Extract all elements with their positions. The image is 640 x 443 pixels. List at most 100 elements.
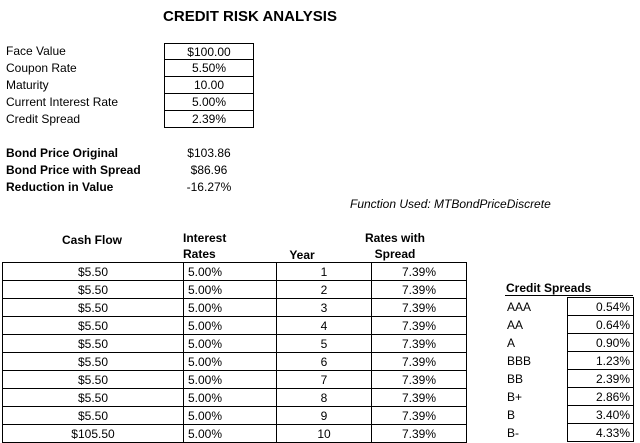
table-row: $5.50 5.00% 1 7.39% bbox=[2, 262, 467, 281]
cash-flow-cell[interactable]: $5.50 bbox=[2, 316, 184, 335]
interest-rate-cell[interactable]: 5.00% bbox=[183, 370, 277, 389]
year-cell[interactable]: 9 bbox=[276, 406, 372, 425]
interest-rate-cell[interactable]: 5.00% bbox=[183, 262, 277, 281]
cash-flow-cell[interactable]: $105.50 bbox=[2, 424, 184, 443]
table-row: $5.50 5.00% 4 7.39% bbox=[2, 316, 467, 335]
table-row: $5.50 5.00% 9 7.39% bbox=[2, 406, 467, 425]
interest-rate-cell[interactable]: 5.00% bbox=[183, 334, 277, 353]
spread-cell[interactable]: 3.40% bbox=[567, 405, 634, 424]
header-rates-line2: Spread bbox=[374, 247, 416, 261]
credit-spread-cell[interactable]: 2.39% bbox=[164, 111, 254, 128]
rate-with-spread-cell[interactable]: 7.39% bbox=[371, 388, 467, 407]
list-item: B 3.40% bbox=[505, 405, 634, 424]
rating-label: BBB bbox=[507, 353, 532, 368]
header-cash-flow: Cash Flow bbox=[61, 233, 122, 247]
spread-cell[interactable]: 2.39% bbox=[567, 369, 634, 388]
spread-cell[interactable]: 0.54% bbox=[567, 297, 634, 316]
table-row: $5.50 5.00% 2 7.39% bbox=[2, 280, 467, 299]
credit-spreads-title: Credit Spreads bbox=[506, 281, 592, 295]
list-item: AAA 0.54% bbox=[505, 297, 634, 316]
bond-price-original-value: $103.86 bbox=[187, 146, 231, 160]
current-interest-rate-label: Current Interest Rate bbox=[6, 95, 119, 109]
reduction-label: Reduction in Value bbox=[6, 180, 114, 194]
interest-rate-cell[interactable]: 5.00% bbox=[183, 406, 277, 425]
year-cell[interactable]: 7 bbox=[276, 370, 372, 389]
bond-price-spread-label: Bond Price with Spread bbox=[6, 163, 141, 177]
header-rates-line1: Rates with bbox=[364, 231, 425, 245]
reduction-value: -16.27% bbox=[186, 180, 232, 194]
page-title: CREDIT RISK ANALYSIS bbox=[163, 8, 337, 25]
rating-label: AA bbox=[507, 317, 524, 332]
table-row: $5.50 5.00% 5 7.39% bbox=[2, 334, 467, 353]
interest-rate-cell[interactable]: 5.00% bbox=[183, 388, 277, 407]
rate-with-spread-cell[interactable]: 7.39% bbox=[371, 406, 467, 425]
cash-flow-cell[interactable]: $5.50 bbox=[2, 352, 184, 371]
rate-with-spread-cell[interactable]: 7.39% bbox=[371, 370, 467, 389]
credit-spread-label: Credit Spread bbox=[6, 112, 81, 126]
year-cell[interactable]: 2 bbox=[276, 280, 372, 299]
header-interest-line1: Interest bbox=[183, 231, 227, 245]
cash-flow-cell[interactable]: $5.50 bbox=[2, 370, 184, 389]
maturity-cell[interactable]: 10.00 bbox=[164, 77, 254, 94]
interest-rate-cell[interactable]: 5.00% bbox=[183, 424, 277, 443]
face-value-label: Face Value bbox=[6, 44, 66, 58]
year-cell[interactable]: 3 bbox=[276, 298, 372, 317]
list-item: A 0.90% bbox=[505, 333, 634, 352]
year-cell[interactable]: 10 bbox=[276, 424, 372, 443]
bond-price-spread-value: $86.96 bbox=[190, 163, 228, 177]
rating-label: BB bbox=[507, 371, 524, 386]
rating-label: B- bbox=[507, 425, 519, 440]
cash-flow-cell[interactable]: $5.50 bbox=[2, 334, 184, 353]
header-interest-line2: Rates bbox=[183, 247, 216, 261]
list-item: AA 0.64% bbox=[505, 315, 634, 334]
credit-spreads-table: AAA 0.54% AA 0.64% A 0.90% BBB 1.23% BB … bbox=[505, 297, 634, 442]
list-item: B- 4.33% bbox=[505, 423, 634, 442]
rate-with-spread-cell[interactable]: 7.39% bbox=[371, 316, 467, 335]
spread-cell[interactable]: 1.23% bbox=[567, 351, 634, 370]
rate-with-spread-cell[interactable]: 7.39% bbox=[371, 298, 467, 317]
face-value-cell[interactable]: $100.00 bbox=[164, 43, 254, 60]
interest-rate-cell[interactable]: 5.00% bbox=[183, 298, 277, 317]
cash-flow-cell[interactable]: $5.50 bbox=[2, 298, 184, 317]
table-row: $5.50 5.00% 6 7.39% bbox=[2, 352, 467, 371]
year-cell[interactable]: 5 bbox=[276, 334, 372, 353]
header-year: Year bbox=[289, 248, 315, 262]
year-cell[interactable]: 4 bbox=[276, 316, 372, 335]
list-item: BB 2.39% bbox=[505, 369, 634, 388]
header-rates-with-spread: Rates with Spread bbox=[350, 230, 440, 262]
cash-flow-cell[interactable]: $5.50 bbox=[2, 406, 184, 425]
rating-label: AAA bbox=[507, 299, 532, 314]
rate-with-spread-cell[interactable]: 7.39% bbox=[371, 280, 467, 299]
interest-rate-cell[interactable]: 5.00% bbox=[183, 316, 277, 335]
table-row: $5.50 5.00% 7 7.39% bbox=[2, 370, 467, 389]
year-cell[interactable]: 8 bbox=[276, 388, 372, 407]
interest-rate-cell[interactable]: 5.00% bbox=[183, 280, 277, 299]
coupon-rate-label: Coupon Rate bbox=[6, 61, 77, 75]
spread-cell[interactable]: 2.86% bbox=[567, 387, 634, 406]
rate-with-spread-cell[interactable]: 7.39% bbox=[371, 424, 467, 443]
list-item: B+ 2.86% bbox=[505, 387, 634, 406]
list-item: BBB 1.23% bbox=[505, 351, 634, 370]
spread-cell[interactable]: 4.33% bbox=[567, 423, 634, 442]
spread-cell[interactable]: 0.90% bbox=[567, 333, 634, 352]
credit-spreads-divider bbox=[505, 295, 633, 296]
cash-flow-cell[interactable]: $5.50 bbox=[2, 388, 184, 407]
rate-with-spread-cell[interactable]: 7.39% bbox=[371, 334, 467, 353]
rate-with-spread-cell[interactable]: 7.39% bbox=[371, 262, 467, 281]
rating-label: A bbox=[507, 335, 516, 350]
rate-with-spread-cell[interactable]: 7.39% bbox=[371, 352, 467, 371]
current-interest-rate-cell[interactable]: 5.00% bbox=[164, 94, 254, 111]
cash-flow-cell[interactable]: $5.50 bbox=[2, 262, 184, 281]
rating-label: B+ bbox=[507, 389, 523, 404]
header-interest-rates: Interest Rates bbox=[183, 230, 239, 262]
cash-flow-cell[interactable]: $5.50 bbox=[2, 280, 184, 299]
interest-rate-cell[interactable]: 5.00% bbox=[183, 352, 277, 371]
table-row: $5.50 5.00% 8 7.39% bbox=[2, 388, 467, 407]
year-cell[interactable]: 1 bbox=[276, 262, 372, 281]
bond-price-original-label: Bond Price Original bbox=[6, 146, 119, 160]
coupon-rate-cell[interactable]: 5.50% bbox=[164, 60, 254, 77]
rating-label: B bbox=[507, 407, 516, 422]
maturity-label: Maturity bbox=[6, 78, 49, 92]
year-cell[interactable]: 6 bbox=[276, 352, 372, 371]
spread-cell[interactable]: 0.64% bbox=[567, 315, 634, 334]
